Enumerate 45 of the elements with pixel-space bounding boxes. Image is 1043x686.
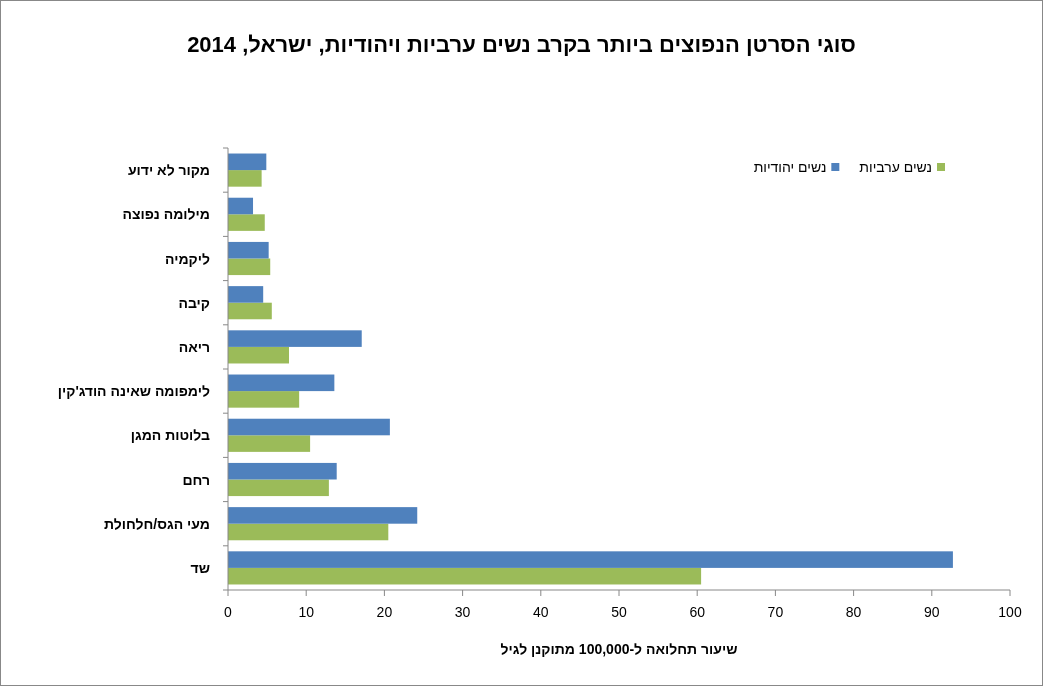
bar — [228, 391, 300, 408]
x-tick-label: 90 — [924, 604, 940, 620]
x-tick-label: 100 — [998, 604, 1022, 620]
y-tick-label: ריאה — [178, 338, 210, 355]
bar — [228, 435, 311, 452]
bar — [228, 153, 267, 171]
x-tick-label: 70 — [767, 604, 784, 620]
bar — [228, 258, 271, 276]
x-tick-label: 40 — [533, 604, 549, 620]
x-tick-label: 20 — [376, 604, 393, 620]
bar — [228, 214, 265, 231]
x-axis-title: שיעור תחלואה ל-100,000 מתוקנן לגיל — [500, 641, 738, 657]
y-tick-label: קיבה — [178, 294, 210, 311]
y-tick-label: בלוטות המגן — [130, 427, 211, 444]
x-tick-label: 60 — [689, 604, 706, 620]
bar — [228, 197, 254, 215]
x-tick-label: 0 — [224, 604, 233, 620]
x-tick-label: 80 — [845, 604, 862, 620]
chart-title: סוגי הסרטן הנפוצים ביותר בקרב נשים ערביות ויהודיות, ישראל, 2014 — [187, 32, 856, 57]
bar — [228, 170, 262, 187]
bar — [228, 551, 953, 568]
legend-label: נשים יהודיות — [753, 159, 827, 175]
y-tick-label: מעי הגס/חלחולת — [104, 515, 210, 532]
bar — [228, 374, 335, 392]
y-tick-label: מילומה נפוצה — [122, 206, 210, 223]
bar — [228, 567, 702, 585]
x-tick-label: 50 — [611, 604, 627, 620]
y-tick-label: רחם — [182, 471, 210, 488]
y-tick-label: שד — [190, 559, 210, 576]
bar — [228, 286, 264, 303]
x-tick-label: 30 — [454, 604, 471, 620]
bar — [228, 302, 272, 320]
bar — [228, 479, 329, 497]
bar — [228, 418, 390, 436]
bar — [228, 523, 389, 541]
bar — [228, 346, 289, 364]
y-tick-label: ליקמיה — [165, 250, 210, 267]
bar — [228, 241, 269, 259]
y-tick-label: לימפומה שאינה הודג'קין — [57, 383, 210, 400]
bar — [228, 330, 362, 347]
y-tick-label: מקור לא ידוע — [127, 162, 210, 179]
x-tick-label: 10 — [298, 604, 315, 620]
bar — [228, 507, 418, 524]
legend-label: נשים ערביות — [859, 159, 932, 175]
bar — [228, 462, 337, 480]
